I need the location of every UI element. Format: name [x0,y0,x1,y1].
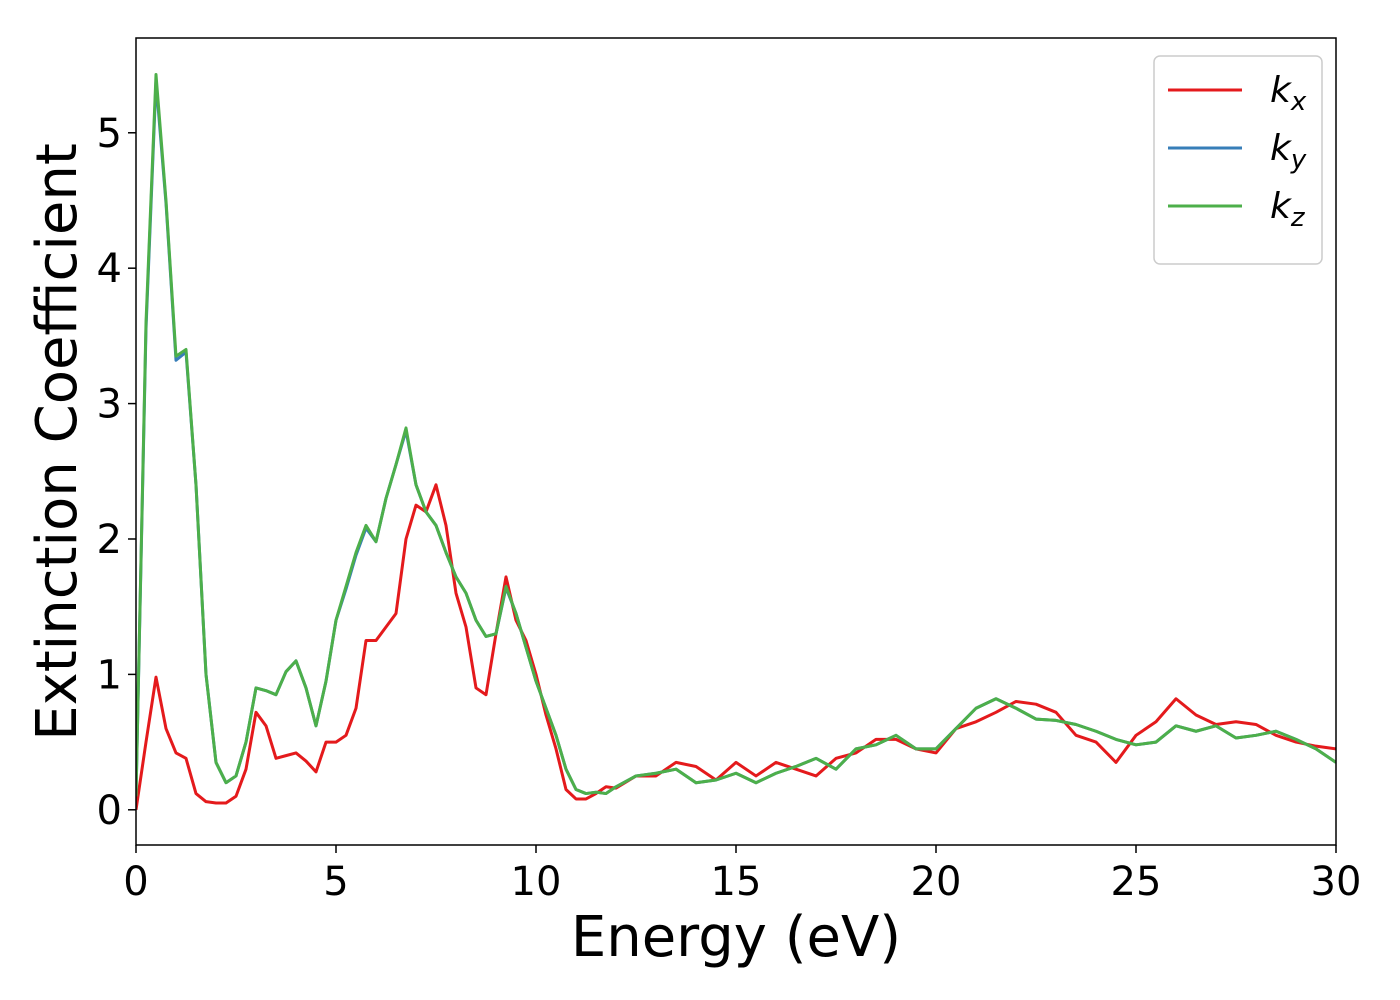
y-tick-label: 5 [97,111,122,157]
y-axis-label: Extinction Coefficient [25,143,90,741]
x-tick-label: 10 [511,859,562,905]
legend-box [1153,55,1323,265]
y-tick-label: 2 [97,517,122,563]
y-tick-label: 3 [97,382,122,428]
line-series [136,483,1336,811]
x-tick-label: 30 [1311,859,1362,905]
x-tick-label: 0 [123,859,148,905]
plot-frame [135,37,1337,846]
line-series [136,73,1336,797]
x-tick-label: 15 [711,859,762,905]
y-tick-label: 4 [97,246,122,292]
y-tick-label: 0 [97,788,122,834]
x-tick-label: 25 [1111,859,1162,905]
legend-label: kx [1270,70,1307,117]
x-tick-label: 5 [323,859,348,905]
legend-label: kz [1270,186,1306,233]
x-tick-label: 20 [911,859,962,905]
legend-label: ky [1270,128,1307,175]
x-axis-label: Energy (eV) [571,905,901,970]
y-tick-label: 1 [97,652,122,698]
